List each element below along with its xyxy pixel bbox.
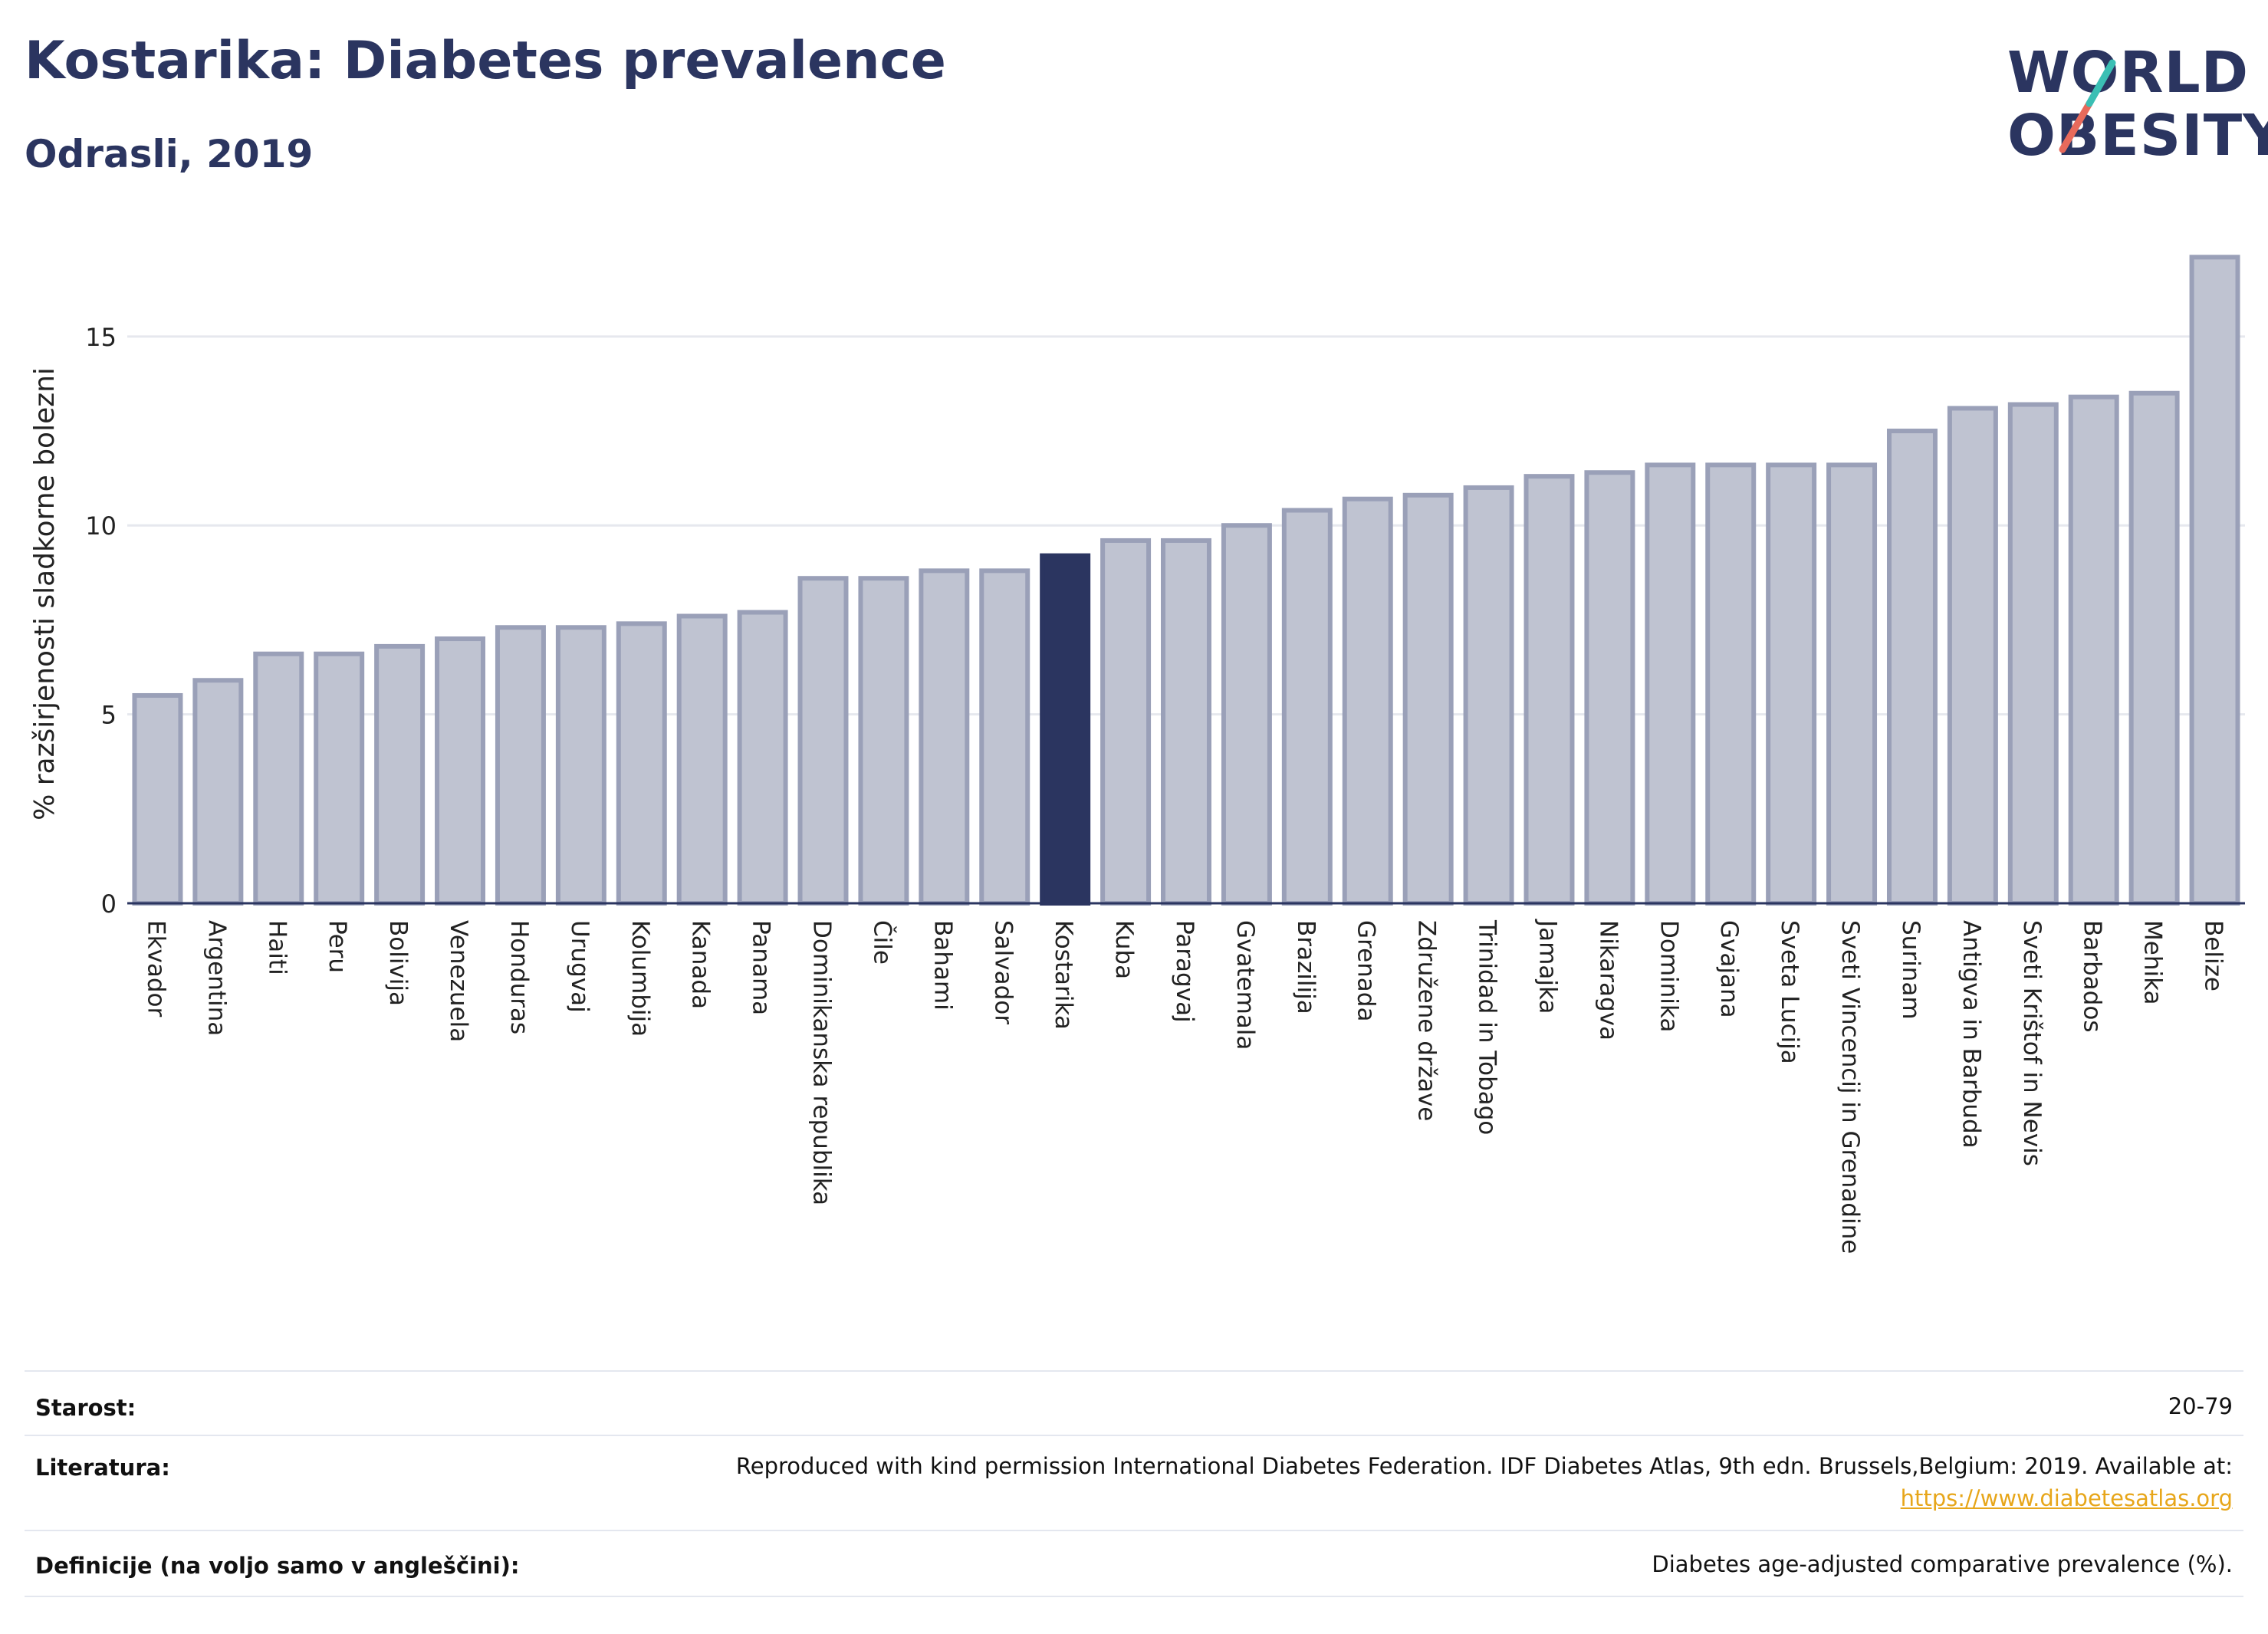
info-label-definitions: Definicije (na voljo samo v angleščini): xyxy=(35,1553,520,1579)
world-obesity-logo: WORLD OBESITY xyxy=(1994,31,2268,165)
bar xyxy=(1886,429,1938,906)
x-tick-label: Gvatemala xyxy=(1231,920,1259,1050)
bar xyxy=(676,613,728,906)
x-tick-label: Sveti Vincencij in Grenadine xyxy=(1836,920,1864,1254)
bar xyxy=(1463,485,1514,906)
x-tick-label: Grenada xyxy=(1353,920,1380,1021)
x-tick-label: Sveta Lucija xyxy=(1776,920,1803,1064)
bar xyxy=(1826,462,1878,906)
bar xyxy=(253,651,304,906)
bar xyxy=(1584,470,1635,906)
y-tick-label: 5 xyxy=(101,701,117,730)
x-tick-label: Dominikanska republika xyxy=(808,920,836,1205)
bar xyxy=(858,576,909,906)
page-subtitle: Odrasli, 2019 xyxy=(25,132,314,176)
x-tick-label: Honduras xyxy=(505,920,533,1034)
bar xyxy=(737,610,788,906)
x-tick-label: Mehika xyxy=(2139,920,2167,1004)
x-tick-label: Kuba xyxy=(1110,920,1138,979)
info-value-definitions: Diabetes age-adjusted comparative preval… xyxy=(1652,1551,2233,1577)
y-tick-label: 15 xyxy=(85,323,117,352)
x-tick-label: Argentina xyxy=(202,920,230,1036)
x-tick-label: Salvador xyxy=(989,920,1017,1024)
bar xyxy=(1281,508,1333,906)
info-value-age: 20-79 xyxy=(2168,1393,2233,1419)
bar xyxy=(1221,523,1272,906)
bar xyxy=(192,678,244,906)
x-tick-label: Kostarika xyxy=(1050,920,1077,1030)
info-table: Starost: 20-79 Literatura: Reproduced wi… xyxy=(25,1370,2243,1600)
x-tick-label: Brazilija xyxy=(1292,920,1320,1014)
x-tick-label: Urugvaj xyxy=(566,920,593,1013)
x-tick-label: Kolumbija xyxy=(626,920,654,1037)
logo-word-1: WORLD xyxy=(2007,40,2250,106)
x-tick-label: Jamajka xyxy=(1533,919,1561,1014)
bar-highlighted xyxy=(1040,553,1091,906)
info-label-age: Starost: xyxy=(35,1395,136,1421)
bar xyxy=(314,651,365,906)
x-tick-label: Surinam xyxy=(1897,920,1925,1020)
literature-link[interactable]: https://www.diabetesatlas.org xyxy=(1900,1485,2233,1511)
bar xyxy=(919,568,970,906)
y-axis-title: % razširjenosti sladkorne bolezni xyxy=(29,367,61,820)
x-tick-label: Haiti xyxy=(263,920,291,975)
bar xyxy=(1645,462,1696,906)
bar xyxy=(616,621,667,906)
info-label-literature: Literatura: xyxy=(35,1455,170,1481)
y-tick-label: 10 xyxy=(85,511,117,541)
info-value-literature: Reproduced with kind permission Internat… xyxy=(469,1450,2233,1514)
x-tick-label: Bolivija xyxy=(384,920,412,1006)
logo-word-2: OBESITY xyxy=(2007,103,2268,169)
bar xyxy=(2007,402,2059,906)
x-tick-label: Panama xyxy=(748,920,775,1015)
x-tick-label: Kanada xyxy=(687,920,715,1009)
bar-chart: 0 5 10 15 Ekvador Argentina Haiti Peru Bolivija V… xyxy=(29,255,2245,1254)
x-tick-label: Paragvaj xyxy=(1171,920,1198,1023)
x-tick-label: Bahami xyxy=(929,920,956,1011)
x-tick-label: Trinidad in Tobago xyxy=(1474,919,1501,1135)
bar xyxy=(1402,492,1454,906)
bar xyxy=(555,625,606,906)
bar xyxy=(979,568,1030,906)
x-tick-label: Nikaragva xyxy=(1594,920,1622,1041)
x-tick-label: Sveti Krištof in Nevis xyxy=(2018,920,2046,1166)
bar xyxy=(2189,255,2240,906)
x-tick-label: Gvajana xyxy=(1715,920,1743,1018)
bar xyxy=(1705,462,1757,906)
bar xyxy=(2128,390,2180,906)
bar xyxy=(1100,538,1152,906)
x-tick-label: Antigva in Barbuda xyxy=(1957,920,1985,1149)
x-tick-label: Peru xyxy=(324,920,351,973)
bar xyxy=(2068,394,2119,906)
info-row-age: Starost: 20-79 xyxy=(25,1370,2243,1436)
x-tick-label: Čile xyxy=(868,920,896,965)
bar xyxy=(1947,406,1998,906)
x-tick-label: Belize xyxy=(2200,920,2227,991)
bar xyxy=(435,636,486,906)
x-tick-label: Barbados xyxy=(2079,920,2106,1032)
x-tick-label: Ekvador xyxy=(142,920,169,1018)
bar xyxy=(1766,462,1817,906)
bar xyxy=(797,576,849,906)
info-row-definitions: Definicije (na voljo samo v angleščini):… xyxy=(25,1530,2243,1597)
literature-text: Reproduced with kind permission Internat… xyxy=(735,1453,2233,1479)
bar xyxy=(132,692,183,906)
x-tick-label: Dominika xyxy=(1655,920,1682,1032)
x-tick-label: Venezuela xyxy=(445,920,472,1042)
logo-slash-icon xyxy=(2059,59,2116,153)
bar xyxy=(495,625,546,906)
x-tick-label: Združene države xyxy=(1413,920,1441,1121)
info-row-literature: Literatura: Reproduced with kind permiss… xyxy=(25,1435,2243,1531)
bar xyxy=(1161,538,1211,906)
bar xyxy=(1342,496,1393,906)
bar xyxy=(1524,474,1575,906)
bar xyxy=(374,643,426,906)
page-title: Kostarika: Diabetes prevalence xyxy=(25,31,946,91)
y-tick-label: 0 xyxy=(101,889,117,919)
